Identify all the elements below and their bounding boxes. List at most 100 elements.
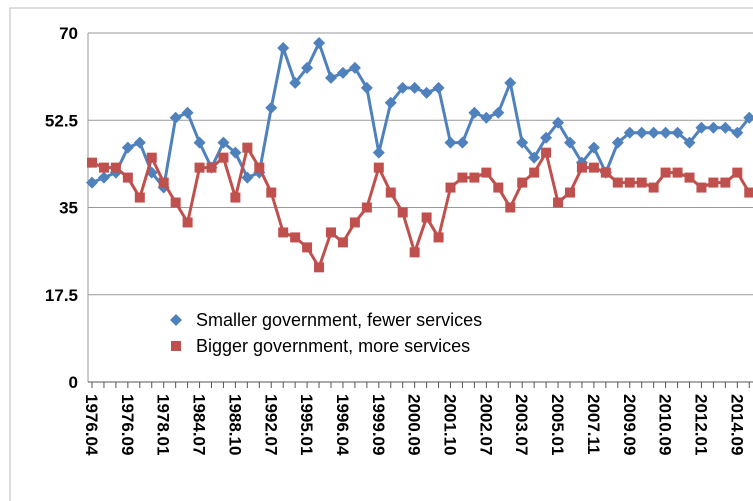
point <box>314 262 325 273</box>
x-tick-label: 2012.01 <box>691 394 710 455</box>
point <box>349 217 360 228</box>
x-tick-label: 2001.10 <box>441 394 460 455</box>
point <box>241 171 254 184</box>
point <box>696 182 707 193</box>
point <box>348 61 361 74</box>
point <box>290 232 301 243</box>
point <box>707 121 720 134</box>
y-tick-label: 35 <box>59 199 78 218</box>
point <box>86 176 98 189</box>
point <box>743 111 753 124</box>
point <box>182 217 193 228</box>
point <box>660 167 671 178</box>
point <box>289 76 302 89</box>
point <box>456 136 469 149</box>
point <box>171 341 181 351</box>
point <box>266 187 277 198</box>
point <box>278 227 289 238</box>
x-tick-label: 1996.04 <box>333 394 352 456</box>
point <box>481 167 492 178</box>
x-tick-label: 1976.04 <box>82 394 101 456</box>
point <box>181 106 194 119</box>
point <box>421 212 432 223</box>
point <box>146 152 157 163</box>
x-tick-label: 1995.01 <box>297 394 316 455</box>
point <box>265 101 278 114</box>
point <box>600 167 611 178</box>
point <box>732 167 743 178</box>
point <box>121 141 134 154</box>
point <box>444 136 457 149</box>
point <box>242 142 253 153</box>
point <box>373 162 384 173</box>
point <box>98 162 109 173</box>
point <box>218 152 229 163</box>
point <box>408 81 421 94</box>
y-tick-label: 17.5 <box>45 286 78 305</box>
point <box>588 162 599 173</box>
x-tick-label: 1988.10 <box>225 394 244 455</box>
x-tick-label: 2009.09 <box>620 394 639 455</box>
point <box>87 157 97 168</box>
point <box>254 162 265 173</box>
point <box>325 71 337 84</box>
point <box>517 177 528 188</box>
point <box>133 136 146 149</box>
point <box>516 136 529 149</box>
point <box>170 314 182 326</box>
point <box>635 126 648 139</box>
point <box>336 66 349 79</box>
point <box>396 81 409 94</box>
point <box>326 227 336 238</box>
point <box>468 106 481 119</box>
point <box>731 126 744 139</box>
point <box>372 146 385 159</box>
point <box>230 192 241 203</box>
point <box>504 76 517 89</box>
x-tick-label: 2010.09 <box>656 394 675 455</box>
point <box>611 136 624 149</box>
point <box>565 187 575 198</box>
point <box>671 126 684 139</box>
legend-label: Bigger government, more services <box>196 336 470 356</box>
x-tick-label: 1978.01 <box>154 394 173 455</box>
point <box>397 207 408 218</box>
point <box>552 116 565 129</box>
point <box>528 151 541 164</box>
point <box>576 162 587 173</box>
point <box>493 182 504 193</box>
point <box>695 121 708 134</box>
point <box>684 172 695 183</box>
y-tick-label: 70 <box>59 24 78 43</box>
point <box>134 192 145 203</box>
point <box>385 187 396 198</box>
x-tick-label: 1999.09 <box>369 394 388 455</box>
point <box>587 141 600 154</box>
x-tick-label: 2014.09 <box>727 394 746 455</box>
legend-label: Smaller government, fewer services <box>196 310 482 330</box>
point <box>564 136 576 149</box>
point <box>457 172 468 183</box>
point <box>445 182 456 193</box>
y-tick-label: 0 <box>69 373 78 392</box>
point <box>720 177 731 188</box>
point <box>97 171 110 184</box>
point <box>636 177 647 188</box>
point <box>529 167 540 178</box>
point <box>505 202 516 213</box>
point <box>672 167 683 178</box>
point <box>612 177 623 188</box>
point <box>170 197 181 208</box>
point <box>313 36 326 49</box>
x-tick-label: 2003.07 <box>512 394 531 455</box>
point <box>420 86 433 99</box>
x-tick-label: 1992.07 <box>261 394 280 455</box>
point <box>541 147 552 158</box>
x-tick-label: 1984.07 <box>190 394 209 455</box>
point <box>361 202 372 213</box>
point <box>623 126 636 139</box>
point <box>553 197 564 208</box>
point <box>744 187 753 198</box>
point <box>337 237 348 248</box>
